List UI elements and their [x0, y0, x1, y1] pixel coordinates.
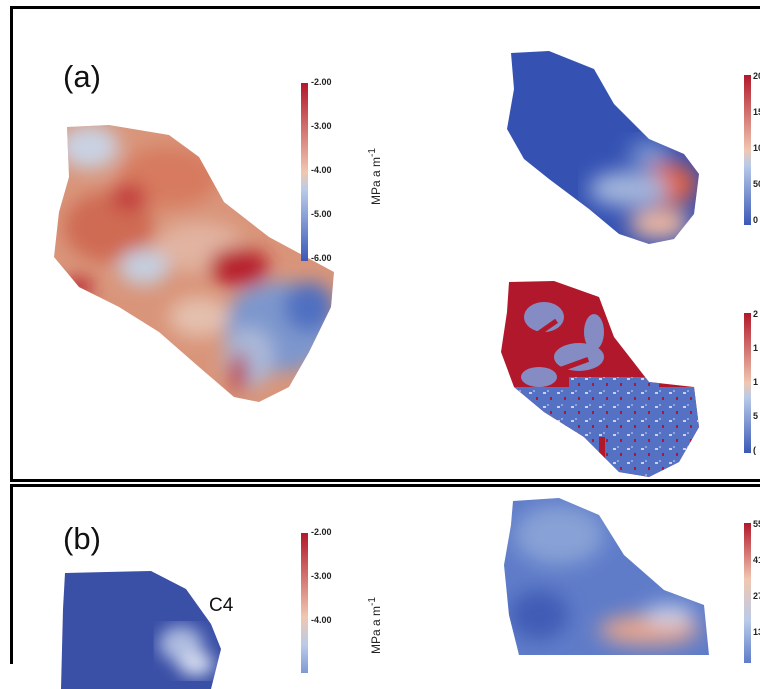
panel-b-c4-annotation: C4 — [209, 595, 234, 616]
panel-b-main-map — [61, 571, 221, 689]
cbar-tick: -2.00 — [311, 527, 332, 537]
panel-a-main-colorbar — [301, 83, 308, 261]
cbar-tick: 50 — [753, 179, 760, 189]
panel-a-main-map — [54, 125, 334, 402]
panel-b-top-right-colorbar — [744, 523, 751, 663]
cbar-tick: 13 — [753, 627, 760, 637]
panel-b-cbar-unit: MPa a m-1 — [367, 597, 383, 654]
panel-a: (a) — [10, 6, 760, 482]
panel-a-bottom-right-map — [501, 281, 699, 477]
cbar-tick: 41 — [753, 555, 760, 565]
cbar-tick: ( — [753, 445, 756, 455]
panel-a-bottom-right-colorbar — [744, 313, 751, 453]
panel-b-main-colorbar — [301, 533, 308, 673]
panel-a-label: (a) — [63, 59, 101, 94]
cbar-tick: 15 — [753, 107, 760, 117]
cbar-tick: 1 — [753, 377, 759, 387]
panel-a-top-right-map — [507, 51, 699, 244]
cbar-tick: 2 — [753, 309, 759, 319]
cbar-tick: -5.00 — [311, 209, 332, 219]
panel-b-label: (b) — [63, 521, 101, 556]
panel-b-top-right-map — [504, 498, 709, 655]
cbar-tick: -6.00 — [311, 253, 332, 263]
cbar-tick: -4.00 — [311, 165, 332, 175]
cbar-tick: 1 — [753, 343, 759, 353]
cbar-tick: 0 — [753, 215, 759, 225]
cbar-tick: -4.00 — [311, 615, 332, 625]
cbar-tick: -3.00 — [311, 121, 332, 131]
cbar-tick: 10 — [753, 143, 760, 153]
panel-a-cbar-unit: MPa a m-1 — [367, 148, 383, 205]
cbar-tick: 27 — [753, 591, 760, 601]
cbar-tick: -3.00 — [311, 571, 332, 581]
panel-a-top-right-colorbar — [744, 75, 751, 225]
cbar-tick: 55 — [753, 519, 760, 529]
cbar-tick: -2.00 — [311, 77, 332, 87]
cbar-tick: 5 — [753, 411, 759, 421]
cbar-tick: 20 — [753, 71, 760, 81]
panel-b: (b) C4 -2.00 -3.00 -4.00 MPa a m-1 — [10, 484, 760, 689]
